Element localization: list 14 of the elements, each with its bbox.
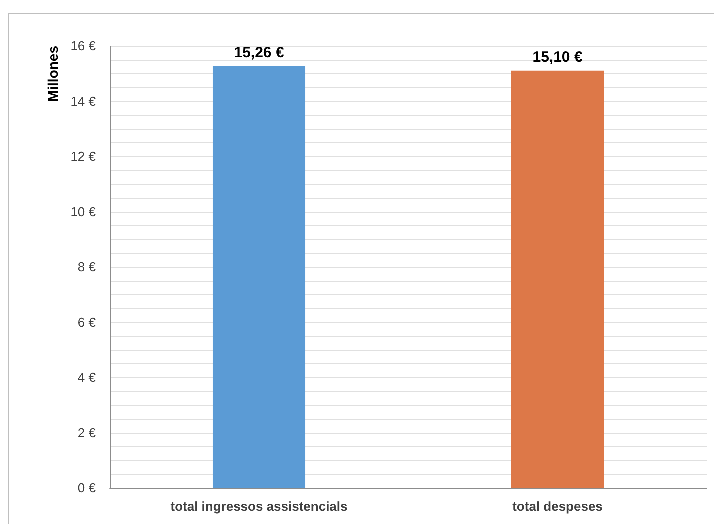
data-label: 15,26 € xyxy=(234,44,285,62)
y-tick-label: 8 € xyxy=(78,260,97,274)
y-tick-label: 2 € xyxy=(78,425,97,440)
x-tick-label: total despeses xyxy=(512,499,603,514)
x-tick-label: total ingressos assistencials xyxy=(170,499,348,514)
y-tick-label: 12 € xyxy=(70,149,97,164)
y-tick-label: 6 € xyxy=(78,314,97,330)
y-tick-label: 14 € xyxy=(70,94,97,109)
data-label: 15,10 € xyxy=(532,48,584,66)
y-tick-label: 16 € xyxy=(70,38,97,54)
y-tick-label: 10 € xyxy=(70,204,97,220)
y-tick-label: 4 € xyxy=(78,370,97,385)
y-tick-label: 0 € xyxy=(78,480,97,496)
y-axis-title: Millones xyxy=(45,46,61,102)
